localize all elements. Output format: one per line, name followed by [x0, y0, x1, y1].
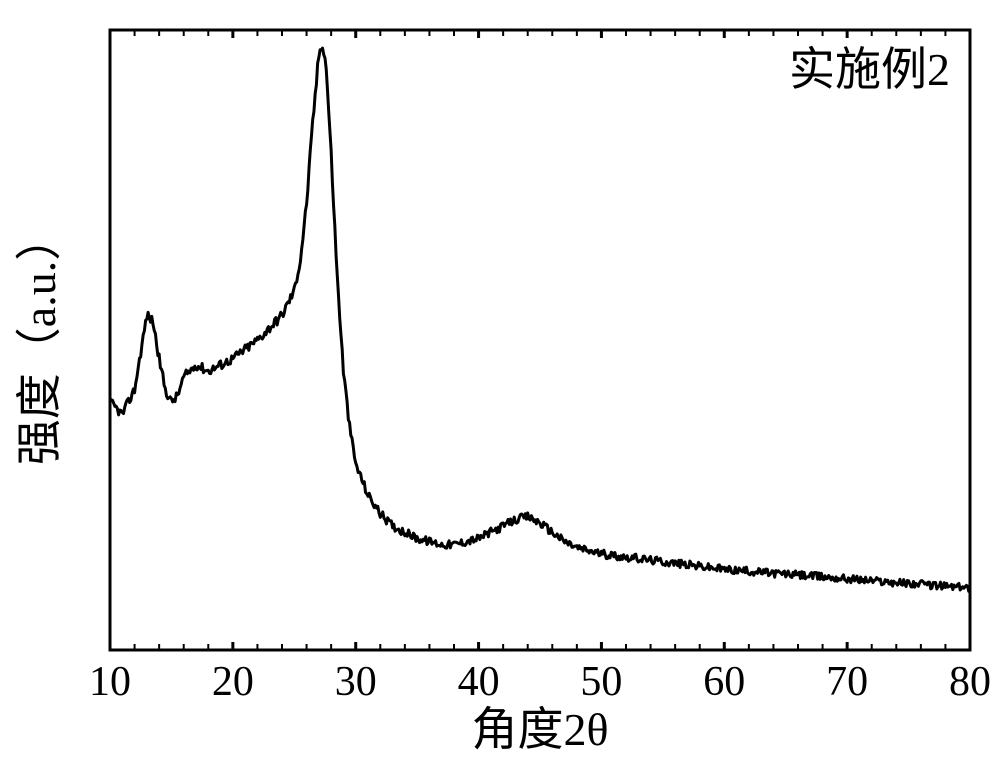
plot-border [110, 30, 970, 650]
figure-container: 10 20 30 40 50 60 70 80 强度（a.u.） 角度2θ 实施例2 [0, 0, 1000, 769]
legend-label: 实施例2 [789, 44, 950, 95]
x-tick-label: 40 [458, 659, 500, 705]
x-tick-label: 80 [949, 659, 991, 705]
x-tick-label: 10 [89, 659, 131, 705]
x-tick-label: 70 [826, 659, 868, 705]
x-tick-label: 50 [580, 659, 622, 705]
y-axis-label: 强度（a.u.） [14, 215, 65, 465]
xrd-spectrum-line [110, 48, 970, 592]
x-ticks-major [110, 30, 970, 650]
xrd-chart: 10 20 30 40 50 60 70 80 强度（a.u.） 角度2θ 实施例2 [0, 0, 1000, 769]
x-tick-label: 30 [335, 659, 377, 705]
x-tick-labels: 10 20 30 40 50 60 70 80 [89, 659, 991, 705]
x-tick-label: 60 [703, 659, 745, 705]
x-tick-label: 20 [212, 659, 254, 705]
x-axis-label: 角度2θ [471, 704, 608, 755]
